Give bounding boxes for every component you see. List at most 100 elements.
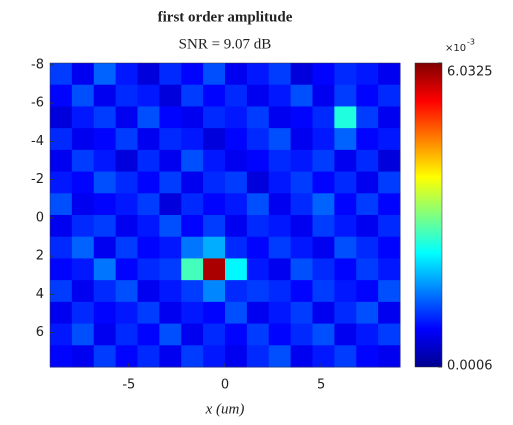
heatmap-cell [290, 280, 313, 303]
heatmap-cell [181, 128, 204, 151]
heatmap-cell [159, 258, 182, 281]
heatmap-cell [290, 236, 313, 259]
heatmap-cell [50, 193, 73, 216]
heatmap-cell [290, 345, 313, 368]
heatmap-cell [356, 236, 379, 259]
heatmap-cell [71, 106, 95, 129]
heatmap-cell [137, 215, 160, 238]
heatmap-cell [159, 193, 182, 216]
heatmap-cell [290, 323, 313, 346]
heatmap-cell [71, 280, 95, 303]
heatmap-cell [115, 149, 138, 173]
heatmap-cell [159, 149, 182, 173]
heatmap-cell [356, 301, 379, 325]
heatmap-cell [203, 215, 226, 238]
heatmap-cell [312, 345, 335, 368]
heatmap-cell [356, 193, 379, 216]
heatmap-cell [246, 63, 270, 86]
heatmap-cell [181, 345, 204, 368]
heatmap-cell [115, 106, 138, 129]
heatmap-cell [115, 301, 138, 325]
y-tick-label: -2 [31, 172, 44, 187]
heatmap-cell [137, 128, 160, 151]
heatmap-cell [50, 149, 73, 173]
x-axis-label: x (um) [205, 401, 245, 417]
heatmap-cell [268, 301, 292, 325]
heatmap-cell [93, 84, 117, 107]
heatmap-cell [137, 193, 160, 216]
heatmap-cell [203, 128, 226, 151]
heatmap-cell [312, 84, 335, 107]
heatmap-cell [356, 280, 379, 303]
y-tick-label: 2 [36, 249, 44, 264]
heatmap-cell [203, 84, 226, 107]
heatmap-cell [356, 84, 379, 107]
heatmap-cell [181, 63, 204, 86]
heatmap-cell [356, 106, 379, 129]
heatmap-cell [378, 128, 401, 151]
heatmap-cell [268, 345, 292, 368]
heatmap-cell [115, 84, 138, 107]
heatmap-cell [334, 106, 357, 129]
heatmap-cell [50, 171, 73, 194]
chart-title: first order amplitude [158, 9, 293, 25]
heatmap-cell [115, 345, 138, 368]
heatmap-cell [225, 215, 248, 238]
heatmap-cell [225, 149, 248, 173]
heatmap-cell [181, 171, 204, 194]
heatmap-cell [115, 215, 138, 238]
heatmap-cell [356, 323, 379, 346]
heatmap-cell [312, 323, 335, 346]
heatmap-cell [93, 345, 117, 368]
heatmap-cell [378, 323, 401, 346]
heatmap-cell [246, 84, 270, 107]
heatmap-cell [115, 323, 138, 346]
heatmap-cell [268, 193, 292, 216]
heatmap-cell [159, 345, 182, 368]
heatmap-cell [268, 171, 292, 194]
x-tick-label: 0 [221, 378, 229, 393]
heatmap-cell [246, 193, 270, 216]
heatmap-cell [203, 193, 226, 216]
y-tick-label: -8 [31, 57, 44, 72]
heatmap-cell [71, 171, 95, 194]
y-tick-label: 0 [36, 210, 44, 225]
heatmap-cell [181, 258, 204, 281]
y-tick-label: -6 [31, 96, 44, 111]
heatmap-cell [181, 149, 204, 173]
heatmap-cell [334, 258, 357, 281]
heatmap-cell [225, 106, 248, 129]
heatmap-cell [356, 215, 379, 238]
heatmap-cell [356, 63, 379, 86]
heatmap-cell [312, 301, 335, 325]
x-tick-label: 5 [317, 378, 325, 393]
heatmap-cell [203, 236, 226, 259]
heatmap-cell [50, 106, 73, 129]
heatmap-cell [203, 258, 226, 281]
heatmap-cell [159, 106, 182, 129]
heatmap-cell [159, 236, 182, 259]
heatmap-cell [225, 171, 248, 194]
heatmap-cell [115, 128, 138, 151]
heatmap-cell [115, 171, 138, 194]
heatmap-cell [268, 149, 292, 173]
heatmap-cell [71, 345, 95, 368]
y-tick-label: 6 [36, 325, 44, 340]
heatmap-cell [93, 323, 117, 346]
heatmap-cell [290, 258, 313, 281]
heatmap-cell [50, 345, 73, 368]
heatmap-cell [203, 345, 226, 368]
heatmap-cell [181, 323, 204, 346]
heatmap-cell [137, 258, 160, 281]
heatmap-cell [334, 280, 357, 303]
heatmap-cell [246, 301, 270, 325]
heatmap-cell [334, 215, 357, 238]
heatmap-cell [225, 236, 248, 259]
heatmap-cell [137, 84, 160, 107]
heatmap-cell [378, 280, 401, 303]
heatmap-cell [137, 301, 160, 325]
heatmap-cell [137, 171, 160, 194]
heatmap-cell [268, 280, 292, 303]
heatmap-cell [93, 236, 117, 259]
heatmap-cell [334, 193, 357, 216]
